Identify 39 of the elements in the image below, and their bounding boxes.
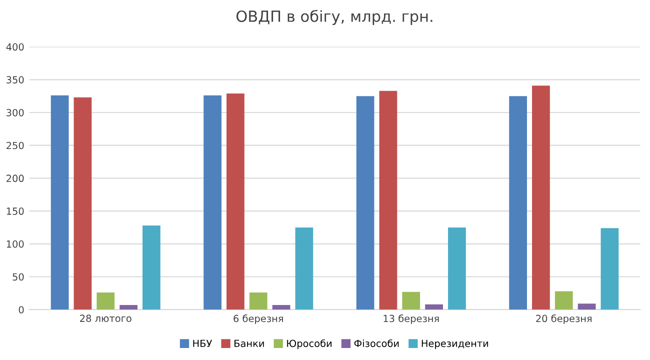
x-tick-label: 20 березня [536, 314, 592, 324]
legend-label: НБУ [193, 340, 212, 347]
bar [50, 95, 69, 310]
bar [578, 304, 596, 310]
x-tick-label: 13 березня [384, 314, 439, 324]
legend-label: Банки [234, 340, 264, 348]
bar [509, 96, 527, 310]
bar [249, 292, 268, 310]
x-tick-label: 28 лютого [80, 314, 132, 322]
bar [448, 227, 466, 310]
bar [295, 227, 314, 310]
bar [272, 305, 290, 310]
legend-label: Фізособи [354, 339, 399, 348]
bar [402, 292, 420, 310]
bar [600, 228, 619, 310]
legend-label: Юрособи [287, 339, 332, 349]
y-tick-label: 100 [6, 240, 24, 248]
chart-title: ОВДП в обігу, млрд. грн. [236, 10, 432, 25]
bar [226, 93, 244, 310]
bar [379, 90, 398, 310]
bar [554, 291, 573, 310]
bar [96, 292, 115, 310]
y-tick-label: 200 [6, 174, 24, 182]
y-tick-label: 300 [6, 108, 24, 116]
y-tick-label: 0 [18, 306, 24, 314]
y-tick-label: 150 [6, 208, 24, 215]
bar [204, 95, 222, 310]
bar [532, 86, 550, 310]
y-tick-label: 50 [12, 273, 24, 281]
y-tick-label: 350 [6, 76, 24, 84]
y-tick-label: 250 [6, 142, 24, 150]
bar [74, 97, 92, 310]
bar [142, 226, 160, 310]
legend-label: Нерезиденти [422, 340, 488, 349]
bar [356, 96, 374, 310]
bar [120, 305, 138, 310]
bar [425, 304, 443, 310]
y-tick-label: 400 [6, 43, 24, 51]
x-tick-label: 6 березня [234, 314, 283, 324]
